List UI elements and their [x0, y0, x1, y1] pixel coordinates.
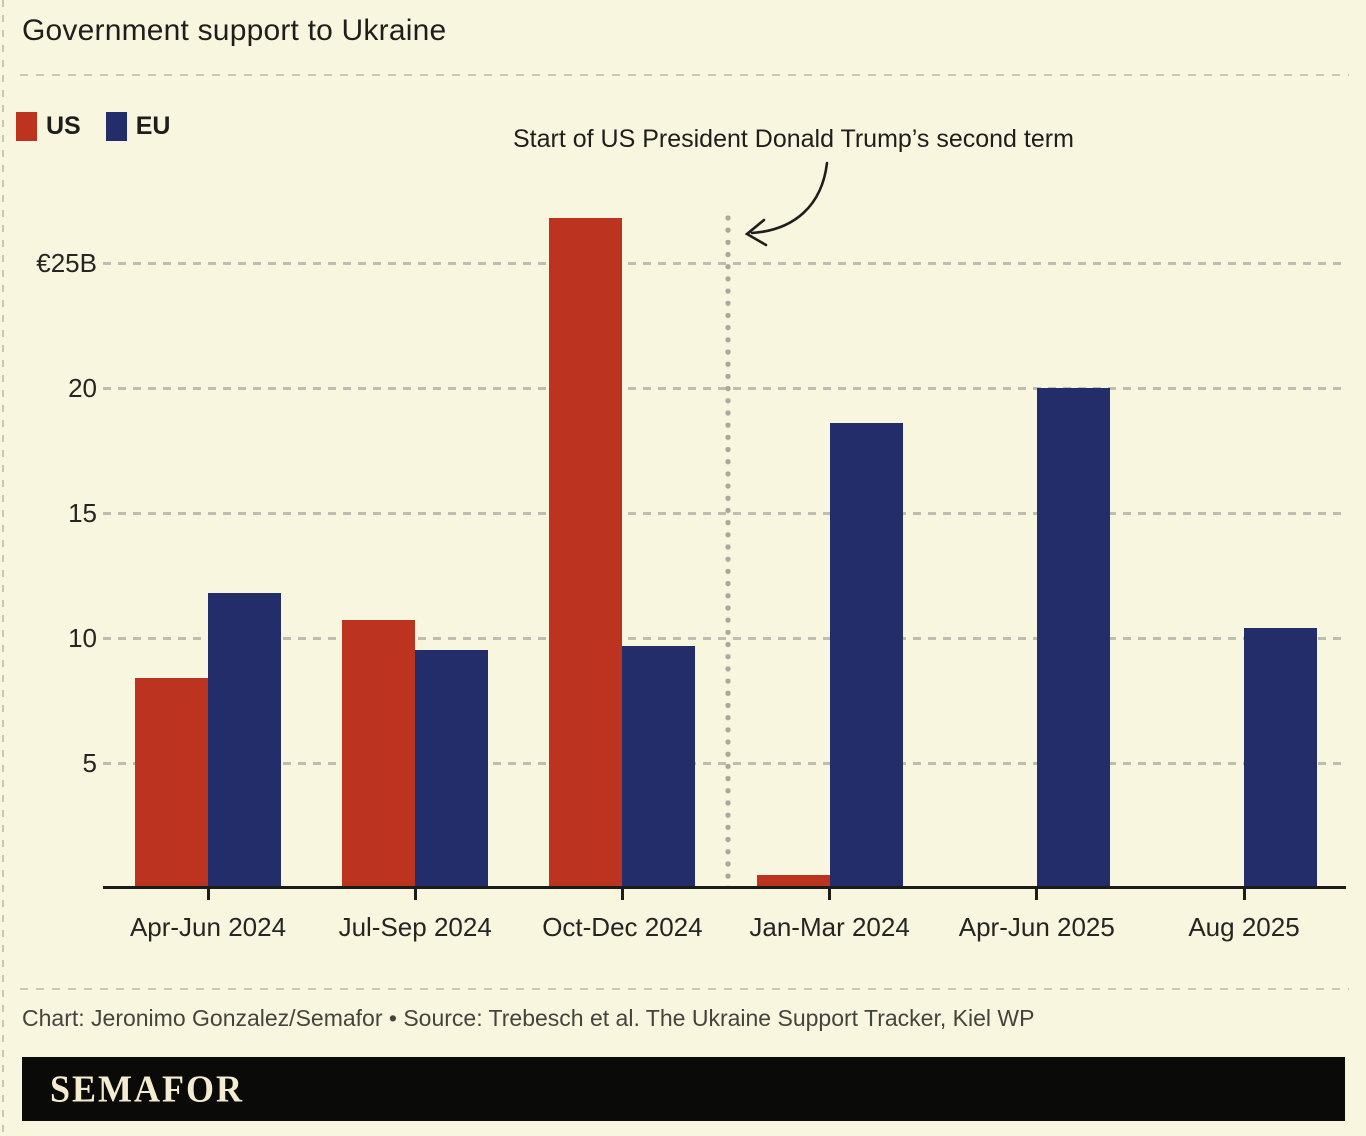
trump-term-divider-line	[725, 215, 731, 889]
annotation-text: Start of US President Donald Trump’s sec…	[513, 125, 1074, 153]
x-axis-tick-5	[1035, 889, 1039, 900]
y-axis-label-20: 20	[68, 373, 97, 403]
title-divider	[20, 74, 1349, 76]
chart-title: Government support to Ukraine	[22, 14, 447, 47]
legend-swatch-eu	[105, 112, 127, 141]
source-credit: Chart: Jeronimo Gonzalez/Semafor • Sourc…	[22, 1005, 1035, 1031]
x-axis-tick-6	[1242, 889, 1246, 900]
x-axis-label-1: Apr-Jun 2024	[129, 912, 287, 942]
x-axis-label-6: Aug 2025	[1188, 912, 1300, 942]
semafor-logo: SEMAFOR	[50, 1068, 244, 1110]
footer-divider	[20, 988, 1349, 990]
x-axis-tick-2	[413, 889, 417, 900]
legend: US EU	[16, 112, 195, 141]
legend-swatch-us	[16, 112, 37, 141]
bar-eu-6	[1244, 628, 1317, 888]
legend-label-eu: EU	[135, 112, 171, 140]
x-axis-tick-1	[206, 889, 210, 900]
y-axis-label-15: 15	[68, 498, 97, 528]
bar-eu-4	[829, 423, 903, 888]
bar-eu-2	[415, 650, 489, 888]
y-axis-label-10: 10	[68, 623, 97, 653]
x-axis-tick-3	[620, 889, 624, 900]
bar-us-4	[756, 875, 830, 888]
legend-label-us: US	[46, 112, 81, 140]
bar-us-2	[342, 620, 416, 888]
bar-eu-5	[1036, 388, 1110, 888]
x-axis-label-2: Jul-Sep 2024	[338, 912, 492, 942]
semafor-logo-bar: SEMAFOR	[22, 1057, 1345, 1121]
x-axis-label-3: Oct-Dec 2024	[542, 912, 703, 942]
y-axis-label-5: 5	[82, 748, 97, 778]
bar-us-1	[135, 678, 208, 888]
x-axis-line	[103, 886, 1346, 889]
y-axis-label-25: €25B	[36, 248, 97, 278]
bar-eu-3	[622, 646, 696, 888]
x-axis-label-5: Apr-Jun 2025	[958, 912, 1115, 942]
bar-us-3	[549, 218, 623, 888]
left-dashed-border	[2, 0, 4, 1136]
x-axis-label-4: Jan-Mar 2024	[749, 912, 910, 942]
x-axis-tick-4	[828, 889, 832, 900]
bar-eu-1	[208, 593, 281, 888]
